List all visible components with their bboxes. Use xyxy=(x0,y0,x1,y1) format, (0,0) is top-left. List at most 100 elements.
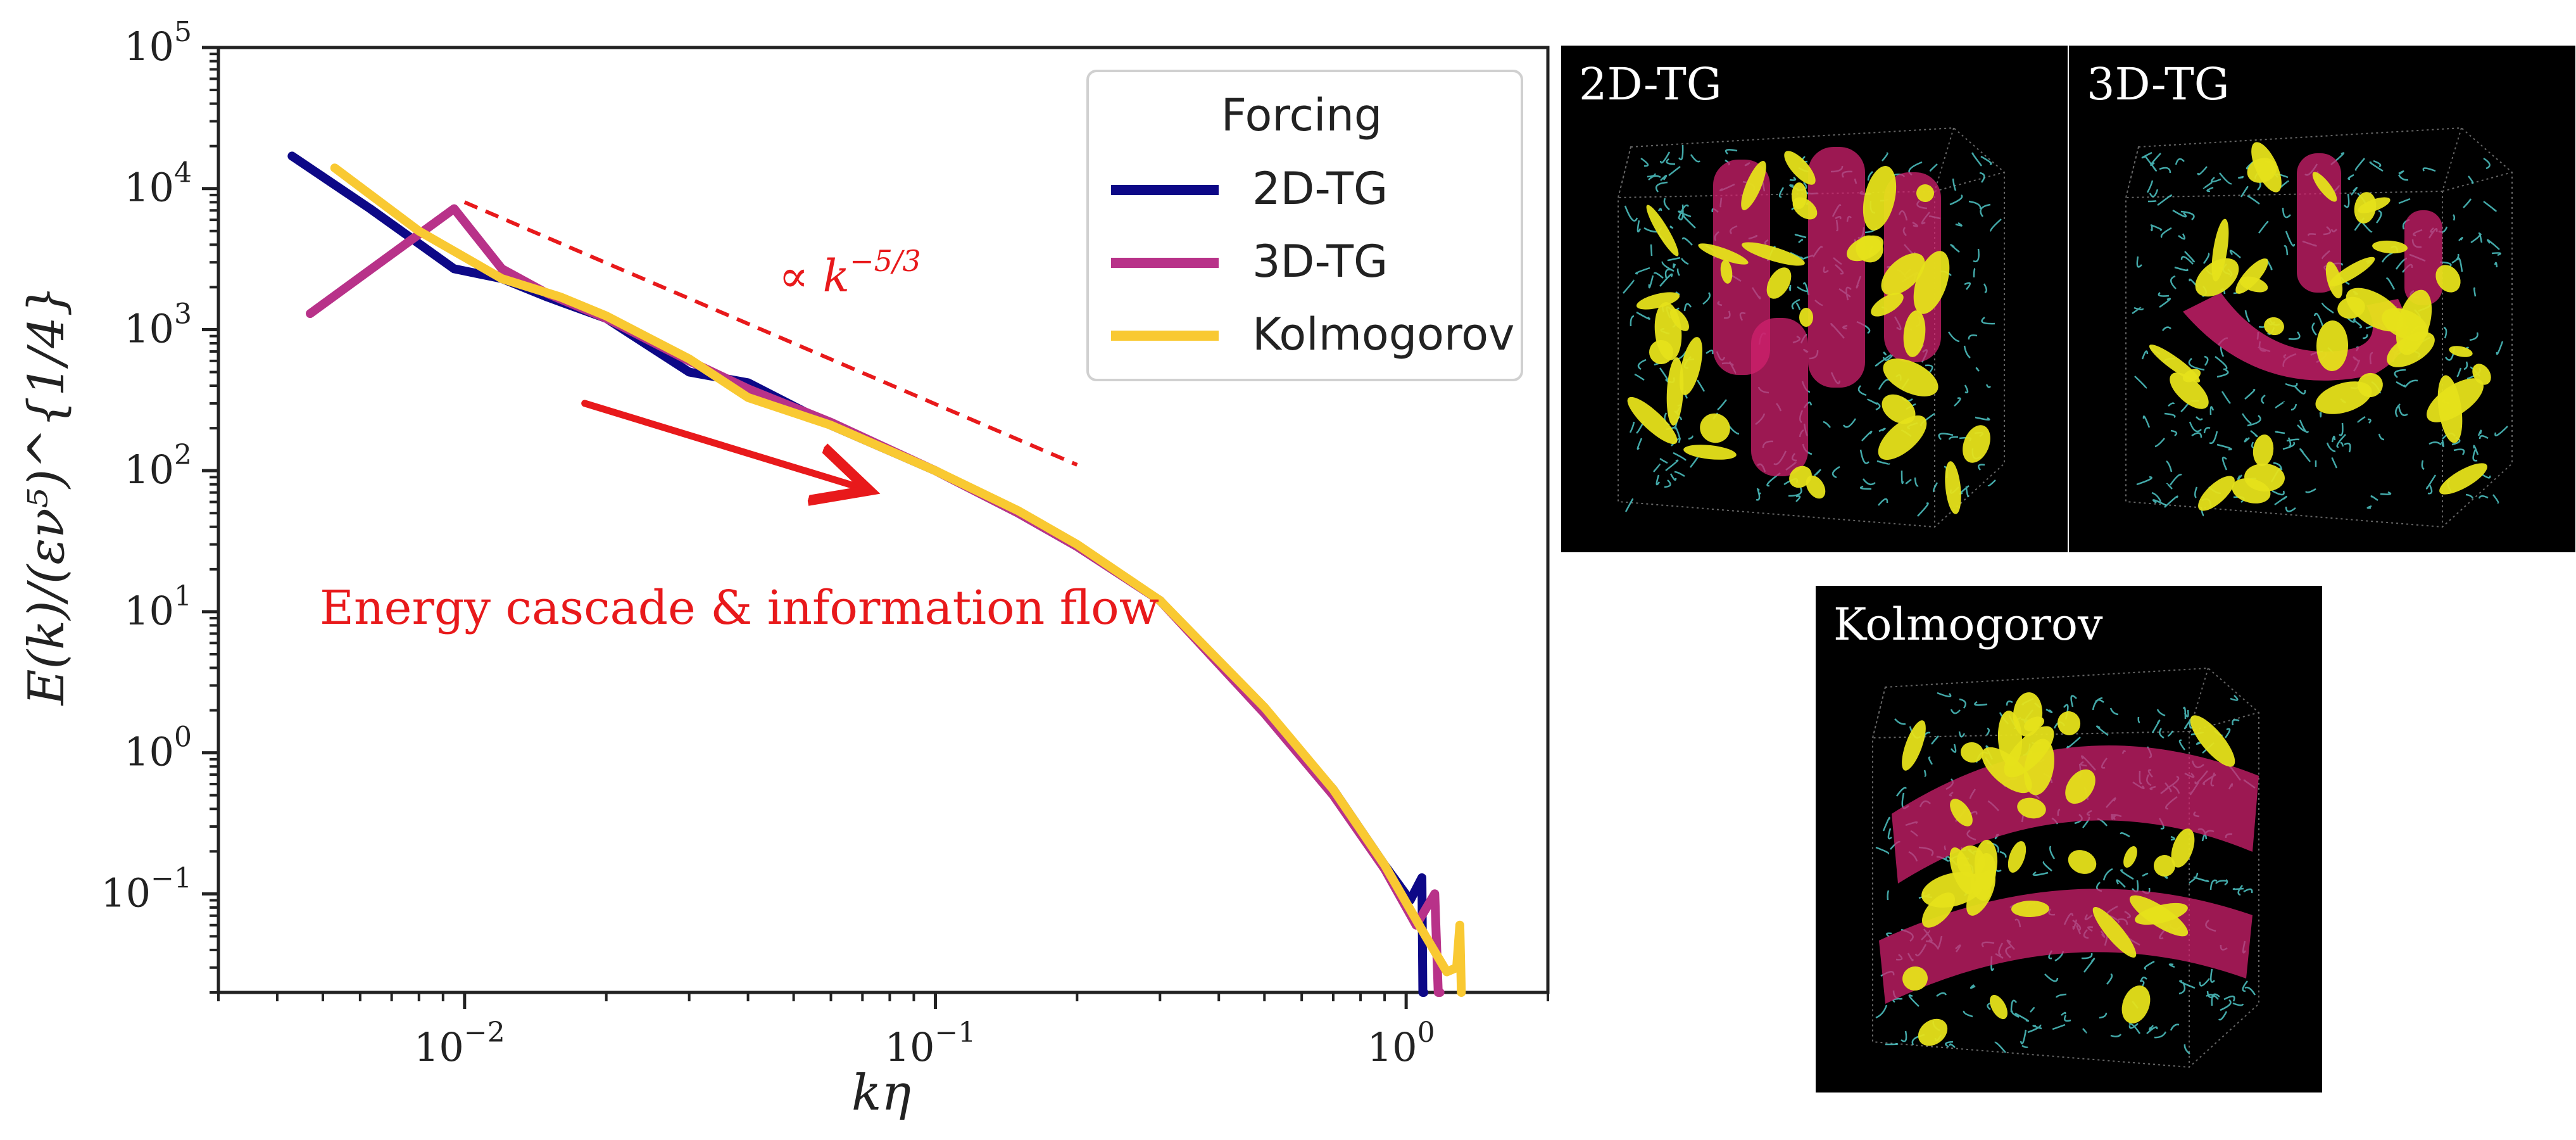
vorticity-blob xyxy=(2235,258,2268,294)
vorticity-blob xyxy=(2396,289,2432,355)
legend-label-3d-tg: 3D-TG xyxy=(1252,236,1388,288)
vorticity-blob xyxy=(1856,235,1883,263)
vorticity-blob xyxy=(2065,769,2095,804)
y-tick-label: 10−1 xyxy=(101,862,192,916)
y-tick-label-exponent: 5 xyxy=(174,16,192,48)
x-tick-label-base: 10 xyxy=(414,1024,464,1070)
vorticity-blob xyxy=(2252,434,2274,466)
reference-line-label: ∝ k−5/3 xyxy=(779,244,921,302)
panel-2d-tg: 2D-TG xyxy=(1561,46,2068,552)
y-tick-label-exponent: 1 xyxy=(174,580,192,612)
vortex-tube xyxy=(1808,147,1865,388)
y-tick-label-base: 10 xyxy=(124,446,174,493)
plot-frame xyxy=(217,46,1550,994)
vortex-ring xyxy=(2183,293,2407,381)
vorticity-blob xyxy=(1921,892,1956,928)
x-tick-label: 10−1 xyxy=(885,1016,976,1070)
y-tick-label: 100 xyxy=(124,721,192,775)
x-tick-label-exponent: 0 xyxy=(1417,1016,1435,1049)
vorticity-blob xyxy=(2372,240,2408,254)
vorticity-blob xyxy=(2449,346,2473,357)
y-tick-label: 101 xyxy=(124,580,192,634)
vorticity-blob xyxy=(2337,296,2365,319)
panel-kolmogorov: Kolmogorov xyxy=(1816,586,2322,1092)
vorticity-blob xyxy=(1646,205,1679,256)
legend-label-2d-tg: 2D-TG xyxy=(1252,163,1388,215)
vorticity-blob xyxy=(1742,242,1805,266)
vortex-tube xyxy=(1751,318,1808,476)
y-tick-label: 104 xyxy=(124,157,192,211)
vorticity-blob xyxy=(1741,161,1766,210)
vorticity-blob xyxy=(1766,267,1792,299)
y-tick-label-exponent: 4 xyxy=(174,157,192,189)
x-tick-label: 10−2 xyxy=(414,1016,505,1070)
cascade-arrow xyxy=(581,400,863,488)
vorticity-blob xyxy=(1720,260,1733,284)
series-line-kolmogorov xyxy=(330,163,1466,997)
y-tick-label-base: 10 xyxy=(124,588,174,634)
vorticity-blob xyxy=(1878,415,1927,460)
x-axis-title: kη xyxy=(851,1065,911,1122)
y-axis-title: E(k)/(εν⁵)^{1/4} xyxy=(18,286,75,707)
vorticity-blob xyxy=(1902,966,1928,991)
vorticity-blob xyxy=(2316,320,2349,371)
vorticity-blob xyxy=(2190,715,2235,767)
vorticity-blob xyxy=(2264,317,2284,336)
vorticity-blob xyxy=(1799,308,1813,327)
vorticity-blob xyxy=(1666,357,1684,426)
vorticity-blob xyxy=(2011,900,2049,918)
vorticity-render-kolmogorov xyxy=(1872,667,2259,1068)
vorticity-blob xyxy=(2198,476,2235,511)
vorticity-blob xyxy=(1784,151,1816,185)
vorticity-blob xyxy=(1881,253,1925,296)
x-tick-label-exponent: −2 xyxy=(464,1016,505,1049)
legend: Forcing 2D-TG 3D-TG Kolmogorov xyxy=(1086,70,1523,381)
legend-label-kolmogorov: Kolmogorov xyxy=(1252,308,1514,360)
vorticity-blob xyxy=(2195,258,2239,297)
y-tick-label: 105 xyxy=(124,16,192,70)
vorticity-blob xyxy=(1902,720,1926,771)
legend-title: Forcing xyxy=(1221,89,1383,141)
vorticity-blob xyxy=(2325,261,2343,299)
x-tick-label-exponent: −1 xyxy=(935,1016,976,1049)
vorticity-blob xyxy=(1871,293,1904,317)
reference-slope-line xyxy=(463,200,1078,467)
vorticity-blob xyxy=(1792,182,1807,209)
vorticity-blob xyxy=(2135,902,2188,925)
vorticity-blob xyxy=(2439,463,2487,495)
reference-label-exponent: −5/3 xyxy=(850,244,921,278)
y-tick-label-exponent: 2 xyxy=(174,439,192,471)
vorticity-blob xyxy=(2346,288,2404,332)
vorticity-blob xyxy=(1963,425,1990,463)
vorticity-blob xyxy=(2057,711,2081,735)
y-tick-label-exponent: −1 xyxy=(151,862,192,894)
vorticity-blob xyxy=(1903,310,1926,357)
vorticity-blob xyxy=(2354,192,2377,224)
vortex-tube xyxy=(2404,210,2442,305)
panel-label-3d-tg: 3D-TG xyxy=(2087,58,2230,110)
domain-cube-wireframe xyxy=(2125,127,2513,528)
vorticity-blob xyxy=(2244,463,2285,492)
vorticity-blob xyxy=(1918,1018,1948,1046)
vortex-sheet xyxy=(1892,745,2259,884)
vorticity-blob xyxy=(1654,302,1682,360)
vorticity-blob xyxy=(2004,726,2054,778)
x-tick-label-base: 10 xyxy=(1367,1024,1417,1070)
vorticity-blob xyxy=(2153,855,2175,877)
vorticity-blob xyxy=(1961,742,1983,763)
reference-label-base: ∝ k xyxy=(779,250,850,302)
vorticity-blob xyxy=(1997,711,2023,766)
vorticity-blob xyxy=(1950,799,1973,826)
y-tick-label-base: 10 xyxy=(124,729,174,775)
vorticity-blob xyxy=(2068,850,2097,874)
series-lines xyxy=(287,151,1466,997)
domain-cube-wireframe xyxy=(1872,667,2259,1068)
vorticity-blob xyxy=(2435,265,2461,293)
vorticity-blob xyxy=(1883,358,1938,396)
vorticity-blob xyxy=(2358,372,2383,398)
vorticity-blob xyxy=(2123,846,2137,868)
vorticity-blob xyxy=(2092,907,2137,958)
vorticity-blob xyxy=(2171,828,2195,868)
